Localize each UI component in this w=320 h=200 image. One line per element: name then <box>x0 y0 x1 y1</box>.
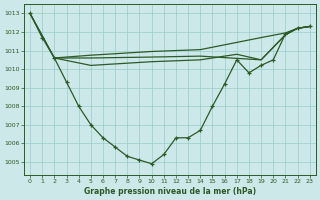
X-axis label: Graphe pression niveau de la mer (hPa): Graphe pression niveau de la mer (hPa) <box>84 187 256 196</box>
